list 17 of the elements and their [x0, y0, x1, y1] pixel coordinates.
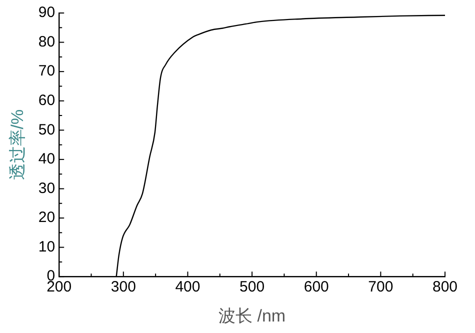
y-tick-label: 40	[38, 150, 56, 168]
y-tick-label: 60	[38, 92, 56, 110]
y-tick-label: 50	[38, 121, 56, 138]
x-tick-label: 300	[110, 278, 136, 296]
y-axis-title: 透过率/%	[8, 109, 27, 180]
x-tick-label: 700	[368, 278, 394, 296]
x-tick-label: 800	[432, 278, 458, 296]
y-tick-label: 30	[38, 180, 56, 197]
x-tick-label: 500	[240, 278, 265, 296]
x-tick-label: 400	[175, 278, 200, 296]
y-tick-label: 20	[38, 209, 56, 226]
x-tick-label: 600	[304, 278, 329, 296]
y-tick-label: 70	[38, 62, 56, 80]
x-axis-title: 波长 /nm	[218, 306, 286, 326]
y-tick-label: 90	[38, 4, 56, 22]
y-tick-label: 10	[38, 238, 56, 256]
y-tick-label: 80	[38, 33, 56, 50]
